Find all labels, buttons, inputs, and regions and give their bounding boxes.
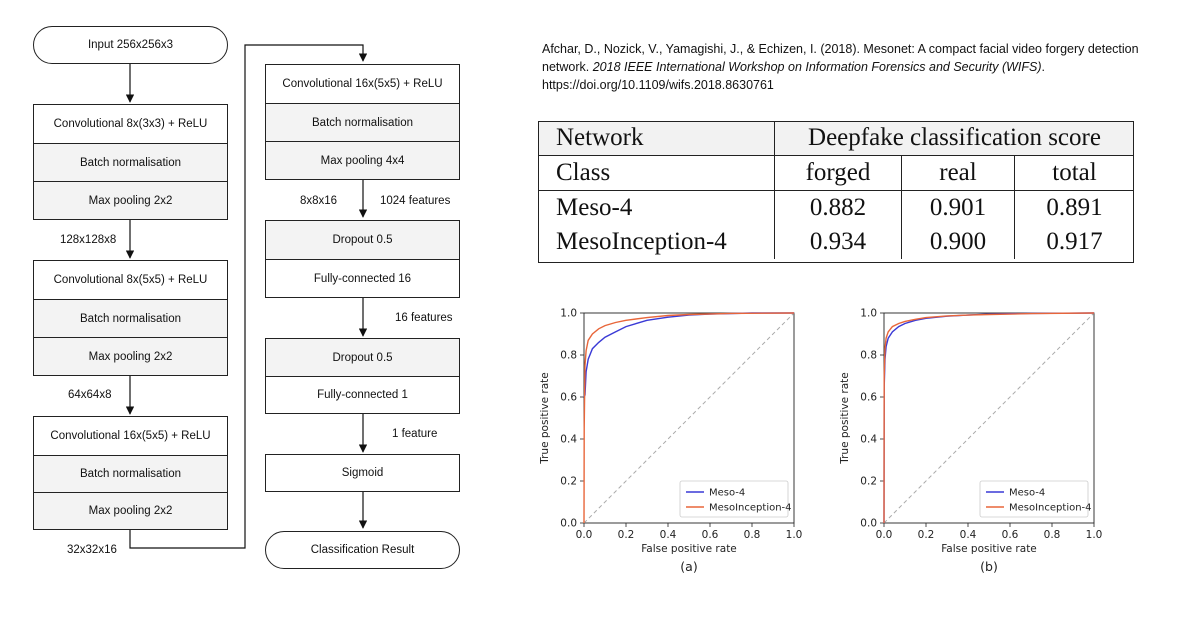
fc-layer-16: Fully-connected 16 xyxy=(265,259,460,298)
x-axis-label: False positive rate xyxy=(941,543,1037,555)
x-tick-label: 0.8 xyxy=(744,529,761,541)
y-tick-label: 1.0 xyxy=(860,308,877,320)
mesonet-flowchart: Input 256x256x3 Convolutional 8x(3x3) + … xyxy=(0,0,520,620)
table-class-row: Class forged real total xyxy=(538,155,1134,191)
y-tick-label: 0.4 xyxy=(560,434,577,446)
series-line-mesoinception-4 xyxy=(883,312,1095,524)
flowchart-connectors xyxy=(125,44,368,549)
table-cell-real: 0.901 xyxy=(901,190,1015,225)
dim-label-6: 1 feature xyxy=(392,428,438,440)
legend-label: Meso-4 xyxy=(709,488,745,499)
table-cell-network: MesoInception-4 xyxy=(556,228,727,255)
batchnorm-layer-3: Batch normalisation xyxy=(33,455,228,493)
table-row: Meso-4 0.882 0.901 0.891 xyxy=(538,190,1134,225)
citation: Afchar, D., Nozick, V., Yamagishi, J., &… xyxy=(542,40,1152,94)
x-tick-label: 0.0 xyxy=(876,529,893,541)
table-class-label: Class xyxy=(538,155,775,191)
table-row: MesoInception-4 0.934 0.900 0.917 xyxy=(538,225,1134,259)
x-tick-label: 0.2 xyxy=(618,529,635,541)
table-subheader-total: total xyxy=(1014,155,1134,191)
y-tick-label: 0.6 xyxy=(560,392,577,404)
y-tick-label: 0.0 xyxy=(560,518,577,530)
x-tick-label: 0.2 xyxy=(918,529,935,541)
table-cell-total: 0.917 xyxy=(1014,225,1134,259)
citation-doi: . https://doi.org/10.1109/wifs.2018.8630… xyxy=(542,60,1046,92)
sigmoid-node: Sigmoid xyxy=(265,454,460,492)
table-cell-real: 0.900 xyxy=(901,225,1015,259)
y-tick-label: 0.6 xyxy=(860,392,877,404)
chance-diagonal xyxy=(583,312,795,524)
legend-label: MesoInception-4 xyxy=(1009,503,1092,514)
arrow-block3-to-block4 xyxy=(129,44,368,549)
roc-chart-b: 0.0 0.2 0.4 0.6 0.8 1.0 0.0 0.2 0.4 0.6 0.8 1.0 Fals… xyxy=(839,308,1103,575)
y-tick-label: 0.0 xyxy=(860,518,877,530)
citation-venue: 2018 IEEE International Workshop on Info… xyxy=(592,60,1042,74)
table-cell-total: 0.891 xyxy=(1014,190,1134,225)
dim-label-3: 32x32x16 xyxy=(67,544,117,556)
table-cell-forged: 0.934 xyxy=(774,225,902,259)
maxpool-layer-1: Max pooling 2x2 xyxy=(33,181,228,220)
dim-label-4a: 8x8x16 xyxy=(300,195,338,207)
dim-label-1: 128x128x8 xyxy=(60,234,117,246)
x-tick-label: 0.4 xyxy=(660,529,677,541)
table-subheader-forged: forged xyxy=(774,155,902,191)
y-tick-label: 1.0 xyxy=(560,308,577,320)
dim-label-4b: 1024 features xyxy=(380,195,451,207)
dropout-layer-1: Dropout 0.5 xyxy=(265,220,460,260)
x-tick-label: 0.6 xyxy=(1002,529,1019,541)
fc-layer-1: Fully-connected 1 xyxy=(265,376,460,414)
legend-box xyxy=(979,480,1089,518)
chart-caption: (b) xyxy=(980,559,998,574)
x-tick-label: 1.0 xyxy=(786,529,803,541)
table-header-network: Network xyxy=(538,121,775,156)
legend-label: MesoInception-4 xyxy=(709,503,792,514)
y-tick-label: 0.8 xyxy=(860,350,877,362)
x-tick-label: 1.0 xyxy=(1086,529,1103,541)
series-line-mesoinception-4 xyxy=(583,312,795,524)
batchnorm-layer-2: Batch normalisation xyxy=(33,299,228,338)
maxpool-layer-4: Max pooling 4x4 xyxy=(265,141,460,180)
input-node: Input 256x256x3 xyxy=(33,26,228,64)
batchnorm-layer-4: Batch normalisation xyxy=(265,103,460,142)
table-cell-network: Meso-4 xyxy=(556,194,633,221)
chart-caption: (a) xyxy=(680,559,697,574)
roc-chart-a: 0.0 0.2 0.4 0.6 0.8 1.0 0.0 0.2 0.4 0.6 0.8 1.0 Fals… xyxy=(539,308,803,575)
y-tick-label: 0.2 xyxy=(560,476,577,488)
y-axis-label: True positive rate xyxy=(539,372,551,465)
table-header-score: Deepfake classification score xyxy=(774,121,1134,156)
x-tick-label: 0.8 xyxy=(1044,529,1061,541)
maxpool-layer-2: Max pooling 2x2 xyxy=(33,337,228,376)
legend-box xyxy=(679,480,789,518)
table-subheader-real: real xyxy=(901,155,1015,191)
x-tick-label: 0.0 xyxy=(576,529,593,541)
classification-result-node: Classification Result xyxy=(265,531,460,569)
maxpool-layer-3: Max pooling 2x2 xyxy=(33,492,228,530)
y-axis-label: True positive rate xyxy=(839,372,851,465)
conv-layer-1: Convolutional 8x(3x3) + ReLU xyxy=(33,104,228,144)
x-tick-label: 0.4 xyxy=(960,529,977,541)
conv-layer-2: Convolutional 8x(5x5) + ReLU xyxy=(33,260,228,300)
y-tick-label: 0.2 xyxy=(860,476,877,488)
y-tick-label: 0.4 xyxy=(860,434,877,446)
results-table: Network Deepfake classification score Cl… xyxy=(538,121,1134,259)
dim-label-5: 16 features xyxy=(395,312,453,324)
y-tick-label: 0.8 xyxy=(560,350,577,362)
x-tick-label: 0.6 xyxy=(702,529,719,541)
dim-label-2: 64x64x8 xyxy=(68,389,112,401)
x-axis-label: False positive rate xyxy=(641,543,737,555)
table-header-row: Network Deepfake classification score xyxy=(538,121,1134,156)
dropout-layer-2: Dropout 0.5 xyxy=(265,338,460,377)
legend-label: Meso-4 xyxy=(1009,488,1045,499)
batchnorm-layer-1: Batch normalisation xyxy=(33,143,228,182)
citation-authors: Afchar, D., Nozick, V., Yamagishi, J., &… xyxy=(542,42,1139,74)
conv-layer-4: Convolutional 16x(5x5) + ReLU xyxy=(265,64,460,104)
chance-diagonal xyxy=(883,312,1095,524)
conv-layer-3: Convolutional 16x(5x5) + ReLU xyxy=(33,416,228,456)
table-cell-forged: 0.882 xyxy=(774,190,902,225)
